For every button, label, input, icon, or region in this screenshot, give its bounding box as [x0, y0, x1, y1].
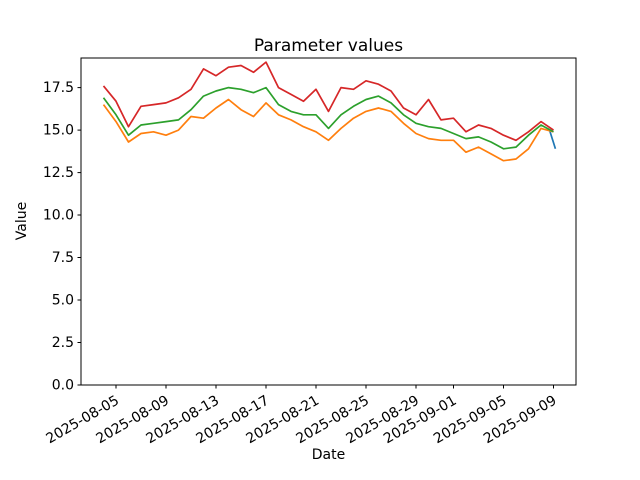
y-tick-label: 10.0 [43, 208, 74, 224]
series-line-green [102, 86, 554, 150]
series-line-red [102, 61, 554, 142]
series-line-orange [102, 98, 554, 162]
y-tick-label: 5.0 [52, 293, 74, 309]
y-tick-label: 12.5 [43, 165, 74, 181]
chart-title: Parameter values [253, 36, 404, 56]
y-tick-label: 0.0 [52, 378, 74, 394]
y-tick-label: 17.5 [43, 80, 74, 96]
series-line-blue [548, 130, 557, 150]
y-axis-label: Value [14, 201, 30, 241]
x-axis-label: Date [311, 447, 346, 463]
y-tick-label: 15.0 [43, 123, 74, 139]
axes-spines [80, 57, 577, 386]
y-tick-label: 2.5 [52, 335, 74, 351]
y-tick-label: 7.5 [52, 250, 74, 266]
